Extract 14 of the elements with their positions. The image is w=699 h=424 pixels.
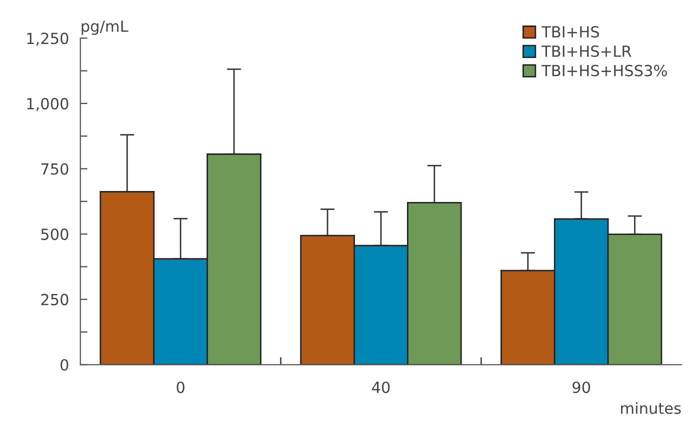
y-tick-label: 0 — [60, 359, 68, 371]
y-tick-label: 1,250 — [27, 32, 68, 46]
legend-label: TBI+HS — [541, 26, 599, 38]
legend-label: TBI+HS+LR — [541, 45, 632, 57]
x-tick-label: 90 — [572, 382, 590, 394]
y-tick-label: 1,000 — [27, 98, 68, 112]
x-tick-label: 0 — [176, 382, 184, 394]
y-tick-label: 250 — [41, 294, 68, 306]
y-axis-title: pg/mL — [82, 20, 128, 35]
x-axis-title: minutes — [621, 402, 681, 414]
y-tick-label: 750 — [41, 163, 68, 175]
y-tick-label: 500 — [41, 228, 68, 240]
legend-label: TBI+HS+HSS3% — [541, 64, 667, 76]
x-tick-label: 40 — [372, 382, 390, 394]
